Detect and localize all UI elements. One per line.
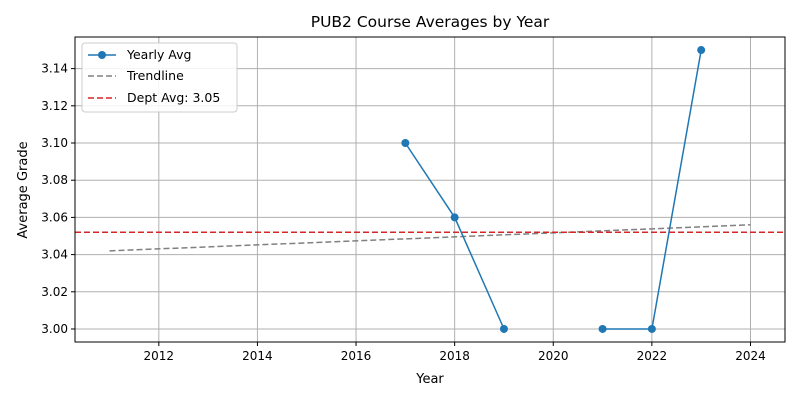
x-tick-label: 2016 <box>341 349 372 363</box>
x-tick-label: 2018 <box>439 349 470 363</box>
x-tick-label: 2022 <box>637 349 668 363</box>
legend-label-trend: Trendline <box>126 68 184 83</box>
yearly-avg-point <box>401 139 410 148</box>
yearly-avg-point <box>450 213 459 222</box>
yearly-avg-point <box>598 324 607 333</box>
legend-box <box>81 42 238 113</box>
x-tick-label: 2012 <box>144 349 175 363</box>
y-tick-label: 3.00 <box>41 322 68 336</box>
chart-title: PUB2 Course Averages by Year <box>311 13 550 31</box>
x-tick-label: 2020 <box>538 349 569 363</box>
y-tick-label: 3.14 <box>41 62 68 76</box>
legend-label-dept: Dept Avg: 3.05 <box>127 90 220 105</box>
y-tick-label: 3.10 <box>41 136 68 150</box>
legend-marker-yearly <box>98 51 106 59</box>
x-tick-label: 2024 <box>735 349 766 363</box>
data-layer <box>75 46 785 333</box>
y-tick-label: 3.02 <box>41 285 68 299</box>
legend: Yearly Avg Trendline Dept Avg: 3.05 <box>81 42 238 113</box>
x-axis-title: Year <box>415 372 444 387</box>
y-tick-label: 3.04 <box>41 248 68 262</box>
legend-label-yearly: Yearly Avg <box>126 47 191 62</box>
yearly-avg-point <box>647 324 656 333</box>
y-tick-label: 3.12 <box>41 99 68 113</box>
plot-frame <box>74 36 786 343</box>
y-tick-label: 3.06 <box>41 210 68 224</box>
yearly-avg-point <box>697 46 706 55</box>
y-axis-title: Average Grade <box>16 141 31 238</box>
tick-layer: 2012 2014 2016 2018 2020 2022 2024 3.00 3.02 3.04… <box>41 62 765 363</box>
grid-layer <box>75 37 785 342</box>
trendline <box>109 224 751 252</box>
yearly-avg-point <box>499 324 508 333</box>
y-tick-label: 3.08 <box>41 173 68 187</box>
x-tick-label: 2014 <box>242 349 273 363</box>
